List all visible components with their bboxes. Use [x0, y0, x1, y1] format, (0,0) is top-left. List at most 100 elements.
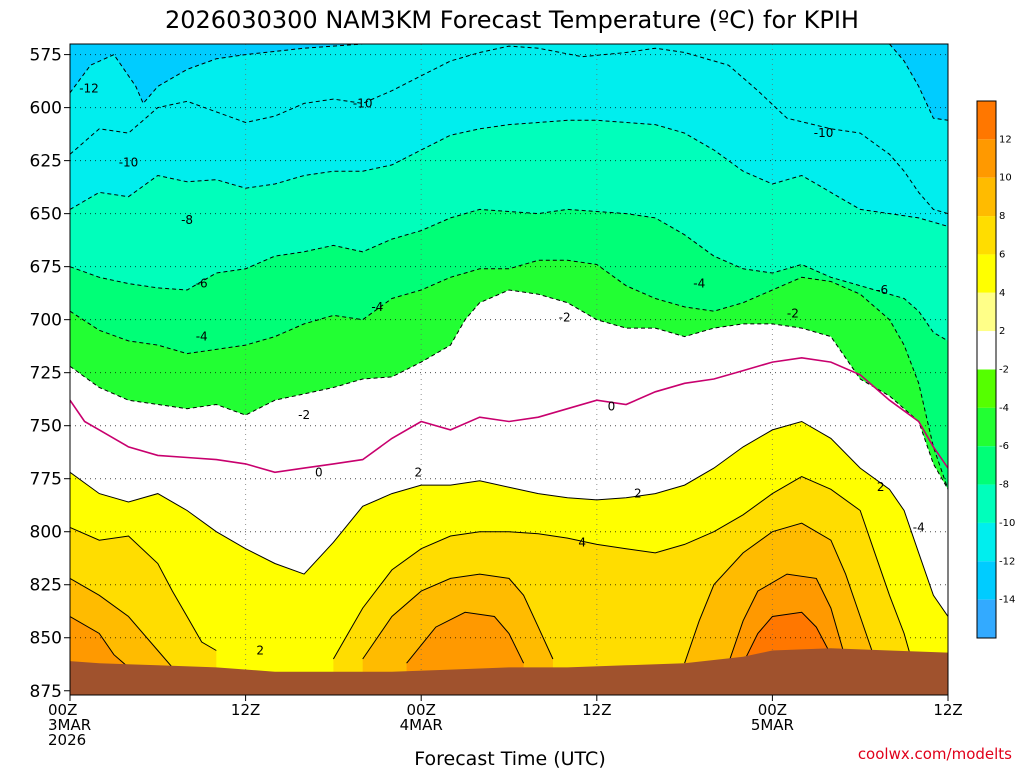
- contour-line: [70, 259, 948, 490]
- contour-line: [70, 616, 129, 668]
- contour-label: -4: [196, 330, 208, 344]
- contour-line: [728, 573, 847, 664]
- colorbar-label: -8: [999, 480, 1009, 491]
- y-tick-label: 825: [30, 576, 62, 596]
- contour-label: -2: [787, 306, 799, 320]
- contour-lines: [70, 44, 948, 668]
- colorbar-label: 10: [999, 173, 1012, 184]
- contour-label: -4: [371, 300, 383, 314]
- contour-label: -10: [119, 156, 139, 170]
- colorbar-label: -6: [999, 441, 1009, 452]
- x-tick-label: 12Z: [933, 701, 962, 719]
- x-tick-label: 3MAR: [48, 716, 91, 734]
- x-axis-label: Forecast Time (UTC): [414, 748, 605, 768]
- band-minus12: [889, 44, 948, 121]
- colorbar-label: -4: [999, 403, 1009, 414]
- contour-label: 2: [634, 487, 642, 501]
- colorbar-swatch: [977, 101, 996, 140]
- y-tick-label: 775: [30, 470, 62, 490]
- colorbar-swatch: [977, 522, 996, 562]
- x-tick-label: 5MAR: [751, 716, 794, 734]
- credit-link[interactable]: coolwx.com/modelts: [858, 745, 1012, 763]
- colorbar-swatch: [977, 331, 996, 370]
- contour-line: [332, 476, 912, 660]
- y-tick-label: 700: [30, 311, 62, 331]
- colorbar-swatch: [977, 561, 996, 600]
- y-tick-label: 600: [30, 99, 62, 119]
- contour-line: [684, 522, 876, 664]
- contour-line: [70, 527, 217, 651]
- contour-line: [70, 119, 948, 227]
- contour-line: [70, 45, 948, 215]
- colorbar-label: -10: [999, 518, 1015, 529]
- colorbar: 12 10 8 6 4 2 -2 -4 -6 -8 -10 -12 -14: [976, 100, 1015, 639]
- x-tick-label: 2026: [48, 731, 86, 749]
- chart-title: 2026030300 NAM3KM Forecast Temperature (…: [165, 6, 859, 34]
- contour-line: [70, 577, 173, 668]
- colorbar-label: 4: [999, 288, 1005, 299]
- colorbar-label: 12: [999, 134, 1012, 145]
- colorbar-label: -14: [999, 595, 1015, 606]
- contour-line: [70, 289, 948, 490]
- colorbar-swatch: [977, 292, 996, 332]
- contour-label: -10: [353, 96, 373, 110]
- contour-labels: -12 -10 -10 -10 -8 -6 -6 -4 -4 -4 -4 -2 -2 -2 0 0 2 2 2 2 4: [79, 82, 924, 658]
- colorbar-swatch: [977, 216, 996, 255]
- contour-label: -4: [693, 277, 705, 291]
- terrain-fill: [70, 648, 948, 695]
- x-tick-label: 00Z: [758, 701, 787, 719]
- colorbar-swatch: [977, 484, 996, 523]
- contour-label: -10: [814, 126, 834, 140]
- contour-label: -2: [298, 408, 310, 422]
- contour-label: 4: [578, 535, 586, 549]
- contour-line: [406, 611, 525, 664]
- colorbar-swatch: [977, 369, 996, 408]
- contour-line: [70, 208, 948, 342]
- y-tick-label: 675: [30, 258, 62, 278]
- contour-label: -12: [79, 82, 99, 96]
- contour-label: -8: [181, 213, 193, 227]
- y-tick-label: 800: [30, 523, 62, 543]
- y-tick-label: 650: [30, 205, 62, 225]
- colorbar-frame: [976, 100, 997, 639]
- contour-line: [70, 356, 948, 474]
- x-tick-label: 00Z: [407, 701, 436, 719]
- y-axis: 575 600 625 650 675 700 725 750 775 800 825 850 875: [30, 46, 70, 702]
- contour-label: 0: [315, 465, 323, 479]
- y-tick-label: 625: [30, 152, 62, 172]
- x-tick-label: 12Z: [582, 701, 611, 719]
- temperature-fill-bands: [70, 44, 948, 695]
- contour-line: [70, 420, 948, 617]
- plot-frame: [69, 43, 949, 696]
- colorbar-swatch: [977, 407, 996, 447]
- contour-line: [70, 44, 363, 105]
- colorbar-swatch: [977, 254, 996, 293]
- contour-label: -4: [913, 520, 925, 534]
- contour-label: 2: [877, 480, 885, 494]
- contour-label: 2: [256, 643, 264, 657]
- x-tick-label: 4MAR: [400, 716, 443, 734]
- colorbar-swatch: [977, 177, 996, 217]
- y-tick-label: 750: [30, 417, 62, 437]
- band-minus12: [70, 44, 363, 104]
- colorbar-label: 6: [999, 249, 1005, 260]
- x-tick-label: 12Z: [231, 701, 260, 719]
- colorbar-swatch: [977, 139, 996, 178]
- colorbar-swatch: [977, 446, 996, 485]
- y-tick-label: 725: [30, 364, 62, 384]
- contour-line: [362, 573, 554, 660]
- y-tick-label: 850: [30, 629, 62, 649]
- colorbar-label: -2: [999, 365, 1009, 376]
- contour-line: [889, 44, 948, 121]
- contour-label: 0: [608, 400, 616, 414]
- contour-label: -2: [559, 311, 571, 325]
- y-tick-label: 575: [30, 46, 62, 66]
- colorbar-label: -12: [999, 556, 1015, 567]
- colorbar-label: 8: [999, 211, 1005, 222]
- x-tick-label: 00Z: [48, 701, 77, 719]
- contour-label: -6: [876, 283, 888, 297]
- contour-label: -6: [196, 277, 208, 291]
- colorbar-swatch: [977, 599, 996, 638]
